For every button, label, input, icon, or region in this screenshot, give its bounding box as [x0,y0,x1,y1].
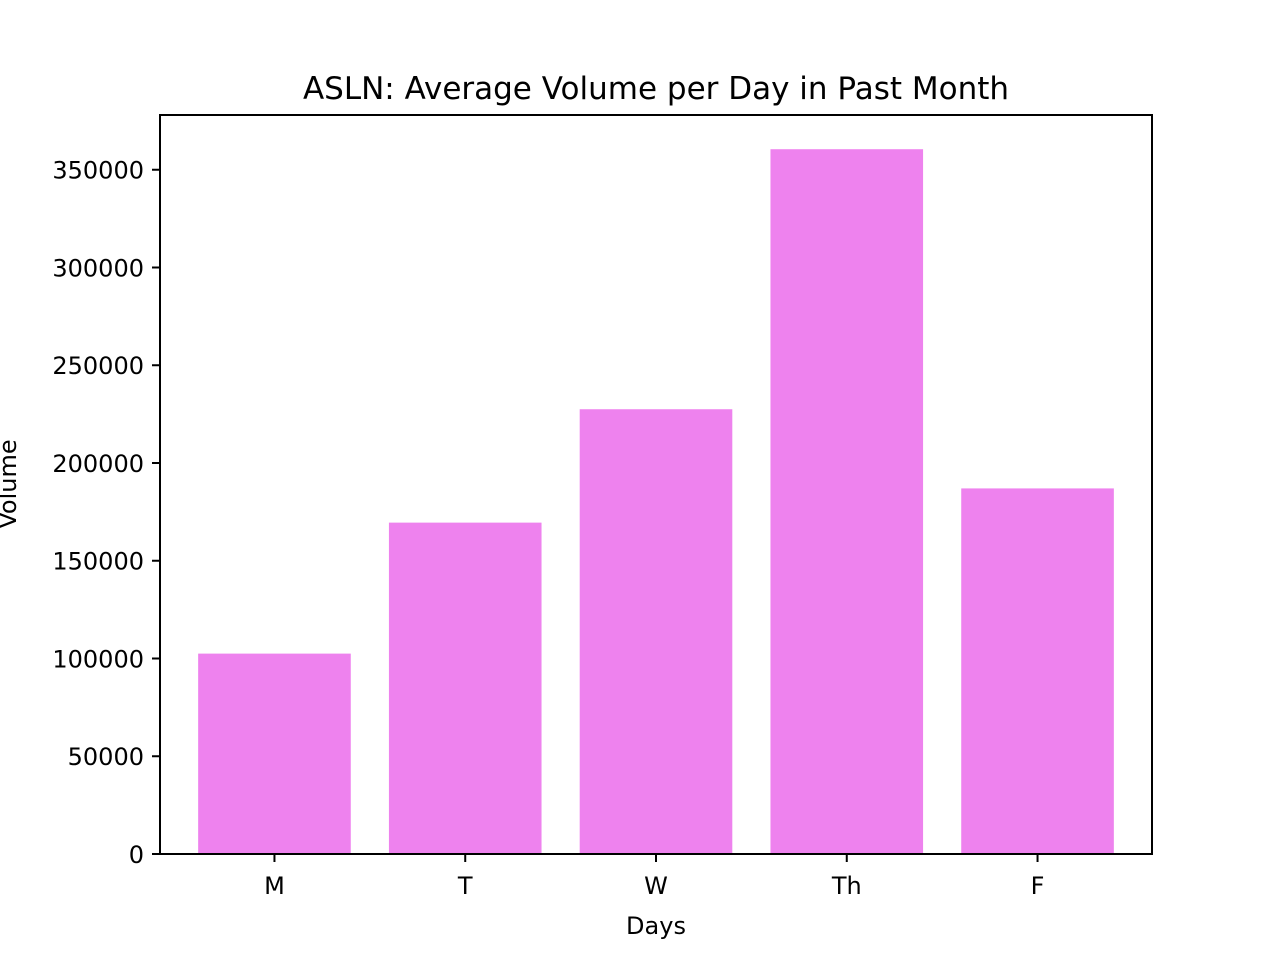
y-tick-label: 50000 [68,743,144,771]
y-axis-label: Volume [0,439,22,528]
y-tick-label: 300000 [52,254,144,282]
x-tick-label: M [264,872,285,900]
y-tick-label: 0 [129,841,144,869]
chart-title: ASLN: Average Volume per Day in Past Mon… [303,71,1009,107]
y-tick-label: 150000 [52,548,144,576]
x-tick-label: T [457,872,473,900]
x-tick-label: Th [831,872,862,900]
bar-f [961,488,1114,854]
bar-t [388,522,542,854]
bar-w [579,409,733,854]
x-axis-ticks: M T W Th F [264,854,1044,900]
x-axis-label: Days [626,912,686,940]
bar-th [770,149,924,855]
y-axis-ticks: 0 50000 100000 150000 200000 250000 300000 3500… [52,157,160,869]
y-tick-label: 250000 [52,352,144,380]
plot-frame [159,114,1153,855]
x-tick-label: F [1031,872,1045,900]
y-tick-label: 200000 [52,450,144,478]
x-tick-label: W [644,872,668,900]
y-tick-label: 350000 [52,157,144,185]
bars-group [198,149,1114,855]
y-tick-label: 100000 [52,645,144,673]
bar-m [198,653,351,854]
